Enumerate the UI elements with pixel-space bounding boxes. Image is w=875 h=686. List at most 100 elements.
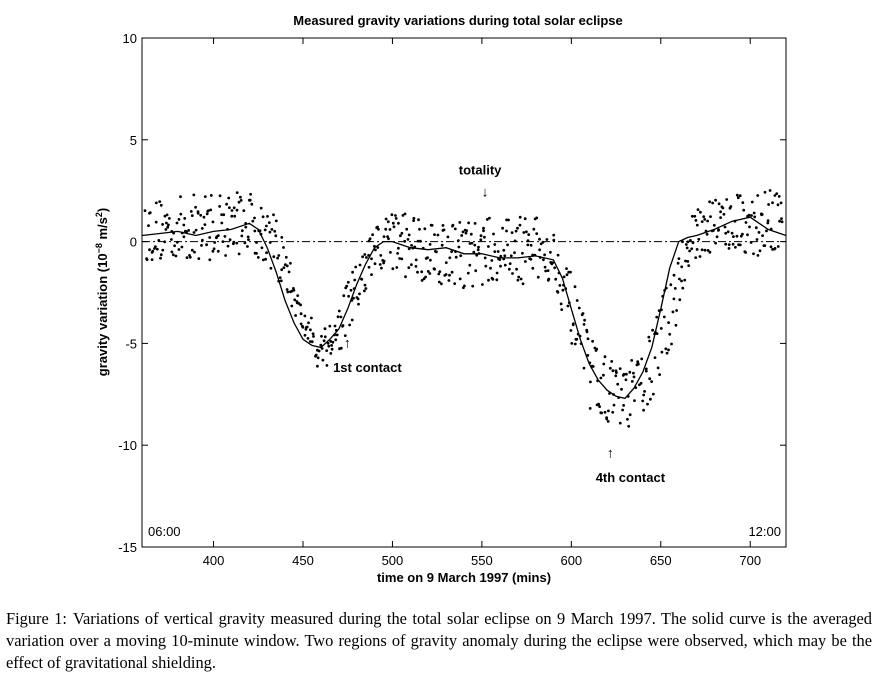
measurement-point bbox=[562, 275, 566, 279]
measurement-point bbox=[216, 234, 220, 238]
measurement-point bbox=[569, 329, 573, 332]
measurement-point bbox=[363, 283, 367, 287]
measurement-point bbox=[303, 314, 307, 318]
x-tick-label: 500 bbox=[382, 553, 404, 568]
measurement-point bbox=[448, 273, 451, 277]
measurement-point bbox=[396, 252, 399, 255]
measurement-point bbox=[591, 365, 595, 368]
measurement-point bbox=[203, 223, 207, 227]
measurement-point bbox=[738, 243, 742, 247]
annotation-arrow: ↑ bbox=[344, 334, 351, 350]
measurement-point bbox=[465, 229, 468, 233]
measurement-point bbox=[778, 219, 781, 223]
measurement-point bbox=[695, 248, 699, 251]
measurement-point bbox=[444, 261, 448, 264]
measurement-point bbox=[777, 195, 781, 198]
measurement-point bbox=[216, 249, 220, 253]
measurement-point bbox=[644, 369, 648, 373]
measurement-point bbox=[546, 269, 550, 272]
measurement-point bbox=[493, 243, 497, 246]
measurement-point bbox=[489, 266, 492, 270]
measurement-point bbox=[725, 198, 729, 201]
x-tick-label: 400 bbox=[203, 553, 225, 568]
measurement-point bbox=[536, 275, 540, 279]
measurement-point bbox=[477, 245, 480, 249]
measurement-point bbox=[573, 285, 577, 289]
measurement-point bbox=[330, 347, 334, 351]
measurement-point bbox=[429, 258, 432, 262]
measurement-point bbox=[565, 273, 569, 277]
measurement-point bbox=[437, 280, 441, 284]
measurement-point bbox=[469, 232, 473, 236]
measurement-point bbox=[228, 238, 232, 242]
measurement-point bbox=[352, 296, 355, 300]
measurement-point bbox=[591, 339, 594, 343]
measurement-point bbox=[746, 233, 749, 237]
measurement-point bbox=[582, 366, 586, 370]
measurement-point bbox=[163, 240, 167, 244]
measurement-point bbox=[651, 328, 654, 332]
measurement-point bbox=[227, 196, 231, 200]
measurement-point bbox=[459, 254, 463, 258]
measurement-point bbox=[201, 238, 204, 242]
measurement-point bbox=[426, 270, 430, 273]
measurement-point bbox=[390, 213, 394, 217]
measurement-point bbox=[348, 323, 351, 327]
measurement-point bbox=[341, 324, 345, 327]
measurement-point bbox=[261, 215, 265, 219]
measurement-point bbox=[639, 381, 643, 385]
measurement-point bbox=[542, 258, 545, 262]
measurement-point bbox=[164, 228, 168, 231]
measurement-point bbox=[405, 227, 409, 231]
measurement-point bbox=[606, 420, 610, 423]
measurement-point bbox=[367, 239, 371, 243]
measurement-point bbox=[598, 405, 601, 408]
measurement-point bbox=[242, 209, 246, 213]
measurement-point bbox=[151, 249, 155, 253]
measurement-point bbox=[765, 229, 768, 233]
measurement-point bbox=[190, 248, 194, 252]
measurement-point bbox=[167, 223, 170, 227]
measurement-point bbox=[310, 340, 314, 344]
measurement-point bbox=[403, 239, 407, 243]
annotation-label: 4th contact bbox=[596, 470, 666, 485]
measurement-point bbox=[407, 233, 411, 237]
measurement-point bbox=[299, 322, 303, 326]
measurement-point bbox=[289, 261, 292, 265]
measurement-point bbox=[529, 257, 533, 261]
measurement-point bbox=[171, 253, 175, 257]
measurement-point bbox=[356, 297, 360, 301]
measurement-point bbox=[286, 290, 290, 294]
measurement-point bbox=[526, 239, 530, 243]
measurement-point bbox=[269, 266, 273, 270]
measurement-point bbox=[453, 282, 457, 285]
measurement-point bbox=[483, 256, 487, 260]
measurement-point bbox=[758, 249, 762, 253]
measurement-point bbox=[573, 342, 577, 346]
measurement-point bbox=[301, 325, 305, 329]
measurement-point bbox=[490, 259, 494, 262]
measurement-point bbox=[669, 283, 673, 287]
measurement-point bbox=[316, 364, 319, 368]
measurement-point bbox=[328, 324, 332, 328]
measurement-point bbox=[773, 247, 777, 250]
measurement-point bbox=[760, 213, 764, 216]
measurement-point bbox=[742, 208, 746, 212]
measurement-point bbox=[553, 266, 557, 270]
measurement-point bbox=[569, 270, 572, 274]
measurement-point bbox=[685, 246, 689, 250]
measurement-point bbox=[625, 372, 628, 376]
measurement-point bbox=[706, 249, 710, 252]
measurement-point bbox=[395, 266, 399, 269]
x-axis-ticks: 400 450 500 550 600 650 700 bbox=[203, 38, 761, 568]
measurement-point bbox=[384, 227, 388, 231]
measurement-point bbox=[741, 232, 744, 236]
measurement-point bbox=[182, 235, 186, 239]
measurement-point bbox=[630, 380, 634, 383]
measurement-point bbox=[577, 306, 581, 310]
start-time-label: 06:00 bbox=[148, 524, 181, 539]
figure-caption: Figure 1: Variations of vertical gravity … bbox=[6, 608, 872, 674]
measurement-point bbox=[370, 273, 373, 276]
measurement-point bbox=[714, 198, 717, 202]
measurement-point bbox=[660, 350, 664, 354]
